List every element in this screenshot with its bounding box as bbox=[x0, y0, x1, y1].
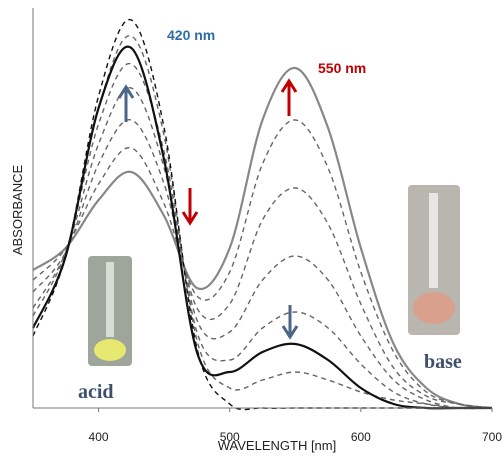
spectrum-line bbox=[32, 87, 493, 410]
base-photo bbox=[408, 185, 460, 335]
arrows bbox=[117, 78, 299, 340]
x-tick-label: 700 bbox=[482, 430, 502, 444]
x-axis-title: WAVELENGTH [nm] bbox=[218, 438, 336, 453]
spectrum-line bbox=[32, 66, 493, 410]
annotation: 550 nm bbox=[318, 60, 366, 76]
spectrum-line bbox=[31, 45, 492, 410]
acid-photo bbox=[88, 256, 132, 366]
annotation: acid bbox=[78, 381, 114, 403]
x-tick-label: 400 bbox=[89, 430, 109, 444]
x-tick-label: 500 bbox=[220, 430, 240, 444]
annotation: base bbox=[424, 351, 462, 373]
spectrum-line bbox=[32, 119, 493, 409]
spectrum-line bbox=[32, 19, 492, 411]
spectrum-line bbox=[32, 63, 493, 409]
annotation: 420 nm bbox=[167, 27, 215, 43]
x-tick-label: 600 bbox=[351, 430, 371, 444]
plot-area bbox=[31, 19, 493, 411]
y-axis-title: ABSORBANCE bbox=[10, 165, 25, 256]
spectrum-line bbox=[32, 35, 493, 409]
